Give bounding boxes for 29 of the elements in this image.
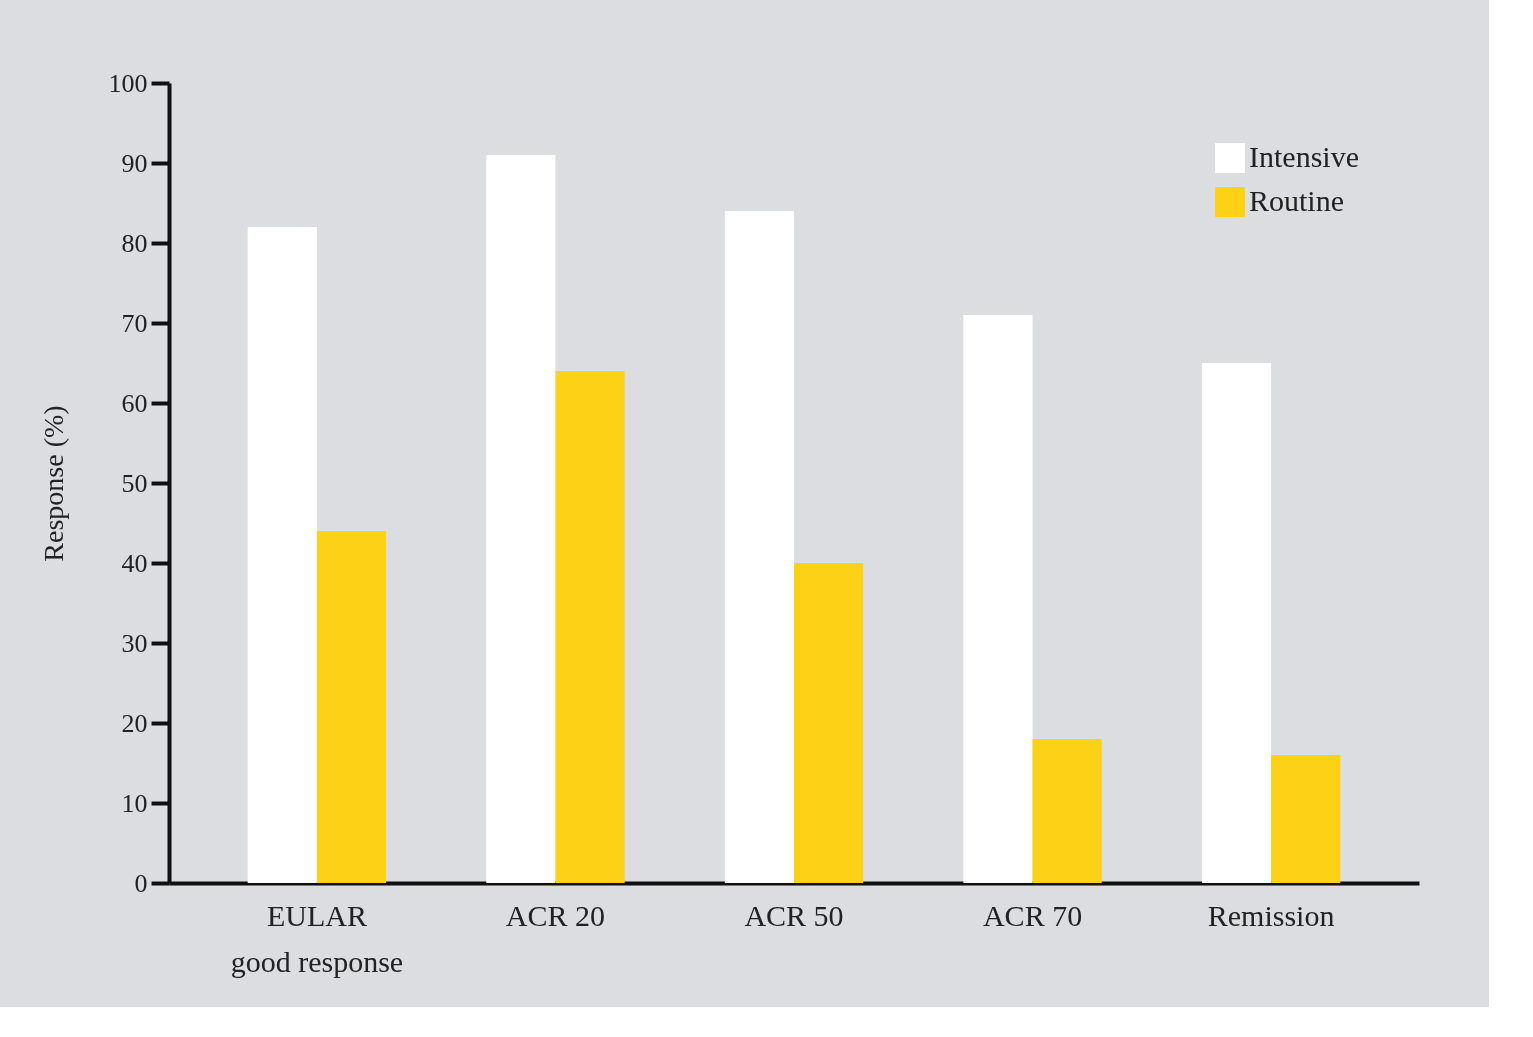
legend-label: Intensive: [1249, 140, 1359, 173]
x-tick-label: ACR 20: [505, 898, 606, 932]
bar: [963, 315, 1033, 883]
bar: [486, 155, 556, 883]
x-tick-label: EULAR good response: [230, 898, 404, 978]
y-tick-label: 40: [121, 548, 148, 578]
x-tick-label: ACR 70: [982, 898, 1083, 932]
y-tick-label: 20: [121, 708, 148, 738]
x-tick-label: ACR 50: [744, 898, 844, 932]
y-tick-label: 60: [121, 388, 148, 418]
y-tick-label: 100: [108, 68, 148, 98]
y-tick-label: 80: [121, 228, 148, 258]
bar: [794, 563, 864, 883]
y-tick-label: 90: [121, 148, 148, 178]
bar: [1201, 363, 1272, 883]
bar: [555, 371, 625, 883]
y-tick-label: 50: [121, 468, 148, 498]
y-tick-label: 0: [134, 868, 148, 898]
bar: [247, 227, 317, 883]
legend-label: Routine: [1249, 184, 1344, 217]
y-tick-label: 10: [121, 788, 148, 818]
x-tick-label: Remission: [1207, 898, 1335, 932]
y-tick-label: 70: [121, 308, 148, 338]
bar: [1271, 755, 1341, 883]
bar: [724, 211, 794, 883]
y-axis-title: Response (%): [37, 405, 69, 562]
y-tick-label: 30: [121, 628, 148, 658]
bar: [316, 531, 387, 883]
bar: [1032, 739, 1102, 883]
